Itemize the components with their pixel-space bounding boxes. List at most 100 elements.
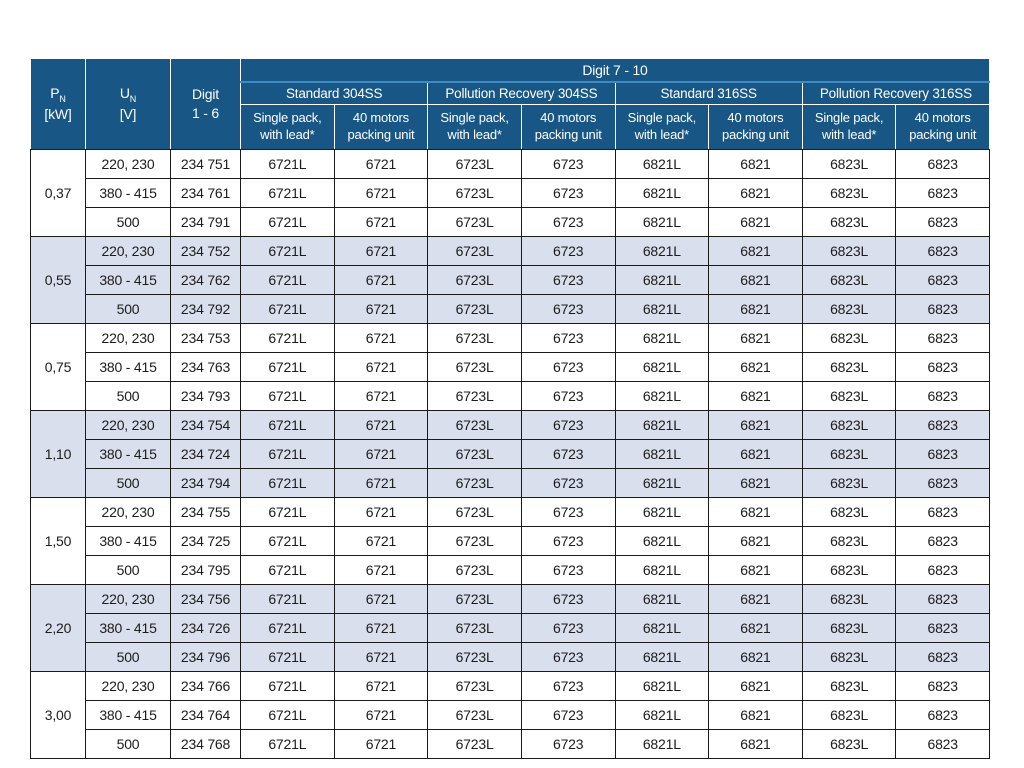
digit-7-10-code-cell: 6721L — [240, 497, 335, 527]
digit-7-10-code-cell: 6723 — [520, 700, 616, 730]
digit-7-10-code-cell: 6721 — [333, 323, 429, 353]
power-cell: 1,50 — [30, 497, 86, 585]
digit-7-10-code-cell: 6723 — [520, 439, 616, 469]
motor-product-number-table: PN [kW] UN [V] Digit 1 - 6 Digit 7 - 10 St… — [30, 58, 991, 759]
digit-7-10-code-cell: 6721L — [240, 178, 335, 208]
digit-7-10-code-cell: 6723 — [520, 613, 616, 643]
digit-7-10-code-cell: 6721L — [240, 526, 335, 556]
digit-7-10-code-cell: 6723L — [427, 729, 522, 759]
voltage-unit: [V] — [119, 106, 137, 123]
digit-7-10-code-cell: 6723L — [427, 323, 522, 353]
digit-7-10-code-cell: 6721L — [240, 149, 335, 179]
table-row: 380 - 415 234 761 6721L 6721 6723L 6723 6821L 6… — [31, 178, 990, 208]
digit-1-6-cell: 234 752 — [170, 236, 241, 266]
sub-header-packing-unit: 40 motors packing unit — [333, 104, 429, 150]
digit-7-10-code-cell: 6821 — [708, 410, 803, 440]
digit-7-10-code-cell: 6823 — [895, 613, 990, 643]
digit-1-6-cell: 234 796 — [170, 642, 241, 672]
digit-7-10-code-cell: 6721L — [240, 642, 335, 672]
digit-7-10-code-cell: 6821 — [708, 178, 803, 208]
table-row: 500 234 791 6721L 6721 6723L 6723 6821L 6821 682… — [31, 207, 990, 237]
digit-7-10-code-cell: 6723 — [520, 381, 616, 411]
digit-7-10-code-cell: 6723 — [520, 149, 616, 179]
digit-7-10-code-cell: 6823 — [895, 323, 990, 353]
digit-7-10-code-cell: 6721L — [240, 352, 335, 382]
digit-7-10-code-cell: 6723 — [520, 294, 616, 324]
voltage-cell: 380 - 415 — [85, 526, 171, 556]
digit-7-10-code-cell: 6821 — [708, 352, 803, 382]
power-cell: 1,10 — [30, 410, 86, 498]
digit-7-10-code-cell: 6723 — [520, 410, 616, 440]
table-row: 380 - 415 234 762 6721L 6721 6723L 6723 6821L 6… — [31, 265, 990, 295]
digit-7-10-code-cell: 6821L — [614, 236, 710, 266]
voltage-cell: 220, 230 — [85, 497, 171, 527]
sub-header-packing-unit: 40 motors packing unit — [895, 104, 990, 150]
digit-1-6-cell: 234 754 — [170, 410, 241, 440]
sub-header-single-pack: Single pack, with lead* — [240, 104, 335, 150]
power-cell: 0,75 — [30, 323, 86, 411]
digit-7-10-code-cell: 6721L — [240, 555, 335, 585]
digit-7-10-code-cell: 6721 — [333, 468, 429, 498]
digit-7-10-code-cell: 6823L — [801, 584, 897, 614]
digit-7-10-code-cell: 6821L — [614, 700, 710, 730]
digit-7-10-code-cell: 6823 — [895, 410, 990, 440]
digit-7-10-code-cell: 6823 — [895, 207, 990, 237]
digit-7-10-code-cell: 6821L — [614, 381, 710, 411]
digit-7-10-code-cell: 6821L — [614, 265, 710, 295]
voltage-cell: 380 - 415 — [85, 700, 171, 730]
digit-7-10-code-cell: 6823L — [801, 236, 897, 266]
power-unit: [kW] — [44, 106, 72, 123]
group-header-1: Pollution Recovery 304SS — [427, 81, 616, 105]
voltage-cell: 220, 230 — [85, 671, 171, 701]
digit-7-10-code-cell: 6721 — [333, 149, 429, 179]
digit-7-10-code-cell: 6721L — [240, 236, 335, 266]
col-header-digit-7-10: Digit 7 - 10 — [240, 58, 990, 83]
power-cell: 2,20 — [30, 584, 86, 672]
table-body: 0,37 220, 230 234 751 6721L 6721 6723L 6723 682… — [30, 149, 990, 759]
table-row: 0,55 220, 230 234 752 6721L 6721 6723L 6723 682… — [30, 236, 990, 324]
digit-7-10-code-cell: 6723 — [520, 729, 616, 759]
voltage-cell: 500 — [85, 642, 171, 672]
digit-7-10-code-cell: 6821 — [708, 584, 803, 614]
digit-7-10-code-cell: 6821 — [708, 294, 803, 324]
sub-header-single-pack: Single pack, with lead* — [801, 104, 897, 150]
voltage-cell: 380 - 415 — [85, 352, 171, 382]
digit-7-10-code-cell: 6823L — [801, 294, 897, 324]
group-header-0: Standard 304SS — [239, 81, 429, 105]
digit-7-10-code-cell: 6821L — [614, 352, 710, 382]
table-row: 500 234 768 6721L 6721 6723L 6723 6821L 6821 682… — [31, 729, 990, 759]
digit-7-10-code-cell: 6823 — [895, 642, 990, 672]
voltage-cell: 220, 230 — [85, 584, 171, 614]
digit-7-10-code-cell: 6723L — [427, 410, 522, 440]
voltage-cell: 220, 230 — [85, 149, 171, 179]
sub-header-packing-unit: 40 motors packing unit — [520, 104, 616, 150]
digit-7-10-code-cell: 6721 — [333, 381, 429, 411]
table-row: 2,20 220, 230 234 756 6721L 6721 6723L 6723 682… — [30, 584, 990, 672]
digit-7-10-code-cell: 6823L — [801, 178, 897, 208]
digit-7-10-code-cell: 6821L — [614, 497, 710, 527]
digit-7-10-code-cell: 6823L — [801, 410, 897, 440]
digit-7-10-code-cell: 6723 — [520, 468, 616, 498]
voltage-cell: 500 — [85, 381, 171, 411]
digit-7-10-code-cell: 6821 — [708, 526, 803, 556]
digit-7-10-code-cell: 6721 — [333, 439, 429, 469]
sub-header-single-pack: Single pack, with lead* — [614, 104, 710, 150]
digit-7-10-code-cell: 6723 — [520, 671, 616, 701]
digit-7-10-code-cell: 6721L — [240, 729, 335, 759]
digit-7-10-code-cell: 6823 — [895, 294, 990, 324]
digit-7-10-code-cell: 6823L — [801, 700, 897, 730]
digit-7-10-code-cell: 6721 — [333, 178, 429, 208]
voltage-subscript: N — [129, 93, 137, 104]
digit-7-10-code-cell: 6721 — [333, 497, 429, 527]
digit-7-10-code-cell: 6721 — [333, 700, 429, 730]
digit-7-10-code-cell: 6823L — [801, 555, 897, 585]
digit-7-10-code-cell: 6723 — [520, 526, 616, 556]
digit-7-10-code-cell: 6821 — [708, 439, 803, 469]
digit-7-10-code-cell: 6821 — [708, 613, 803, 643]
digit-7-10-code-cell: 6821 — [708, 207, 803, 237]
digit-7-10-code-cell: 6723L — [427, 439, 522, 469]
digit-7-10-code-cell: 6823 — [895, 265, 990, 295]
voltage-cell: 220, 230 — [85, 323, 171, 353]
digit-7-10-code-cell: 6823L — [801, 613, 897, 643]
sub-header-packing-unit: 40 motors packing unit — [708, 104, 803, 150]
